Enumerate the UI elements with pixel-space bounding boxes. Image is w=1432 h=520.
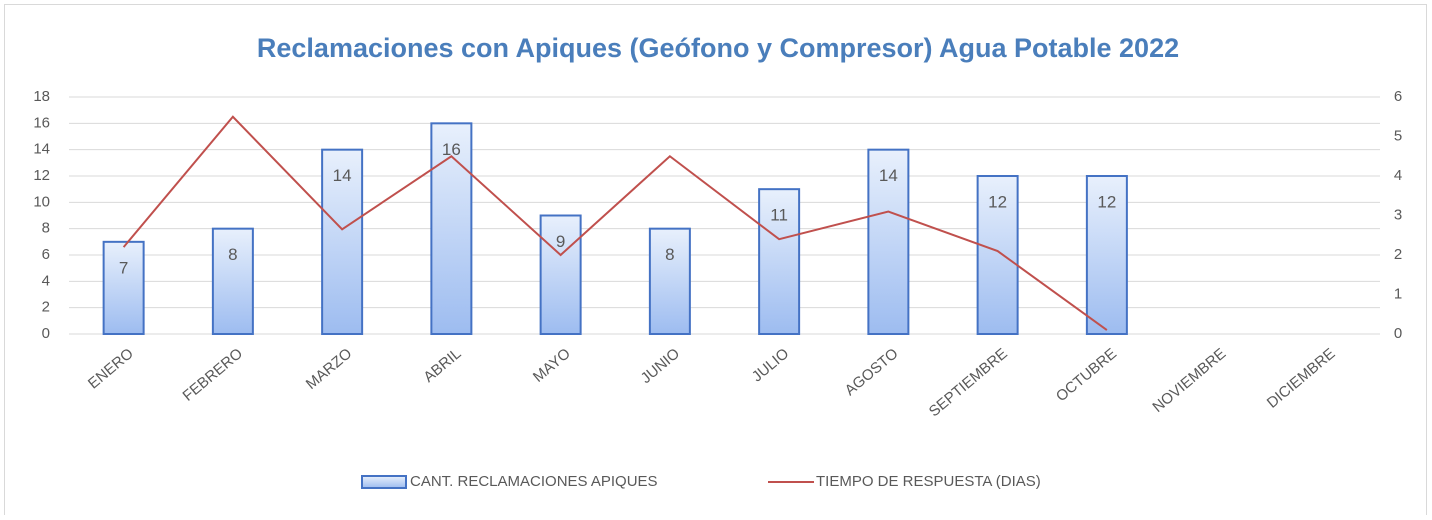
y-tick-label: 2 — [42, 299, 50, 316]
data-label: 8 — [228, 245, 237, 264]
bar — [648, 227, 691, 336]
data-label: 11 — [770, 206, 788, 225]
y-tick-label: 18 — [33, 88, 50, 105]
bar — [976, 175, 1019, 335]
y-tick-label: 12 — [33, 167, 50, 184]
bar — [211, 227, 254, 336]
data-label: 14 — [333, 166, 352, 185]
line — [122, 115, 1108, 331]
data-label: 7 — [119, 258, 128, 277]
bar — [867, 148, 910, 335]
bar — [430, 122, 473, 336]
y-tick-label: 10 — [33, 193, 50, 210]
data-label: 14 — [879, 166, 898, 185]
data-label: 16 — [442, 140, 461, 159]
data-label: 12 — [1097, 192, 1116, 211]
y2-tick-label: 5 — [1394, 127, 1402, 144]
legend-label: TIEMPO DE RESPUESTA (DIAS) — [816, 473, 1041, 490]
legend-label: CANT. RECLAMACIONES APIQUES — [410, 473, 658, 490]
y-tick-label: 14 — [33, 141, 50, 158]
y2-tick-label: 1 — [1394, 285, 1402, 302]
data-label: 8 — [665, 245, 674, 264]
bar — [1085, 175, 1128, 335]
bar — [102, 240, 145, 335]
y2-tick-label: 4 — [1394, 167, 1402, 184]
bar — [321, 148, 364, 335]
y2-tick-label: 2 — [1394, 246, 1402, 263]
y2-tick-label: 3 — [1394, 206, 1402, 223]
data-label: 9 — [556, 232, 565, 251]
bar — [758, 188, 801, 335]
chart-title: Reclamaciones con Apiques (Geófono y Com… — [257, 33, 1179, 63]
y-tick-label: 4 — [42, 272, 50, 289]
y-tick-label: 8 — [42, 220, 50, 237]
y2-tick-label: 6 — [1394, 88, 1402, 105]
data-label: 12 — [988, 192, 1007, 211]
y-tick-label: 6 — [42, 246, 50, 263]
y2-tick-label: 0 — [1394, 325, 1402, 342]
y-tick-label: 16 — [33, 114, 50, 131]
y-tick-label: 0 — [42, 325, 50, 342]
bar — [539, 214, 582, 335]
legend-swatch — [361, 475, 407, 489]
